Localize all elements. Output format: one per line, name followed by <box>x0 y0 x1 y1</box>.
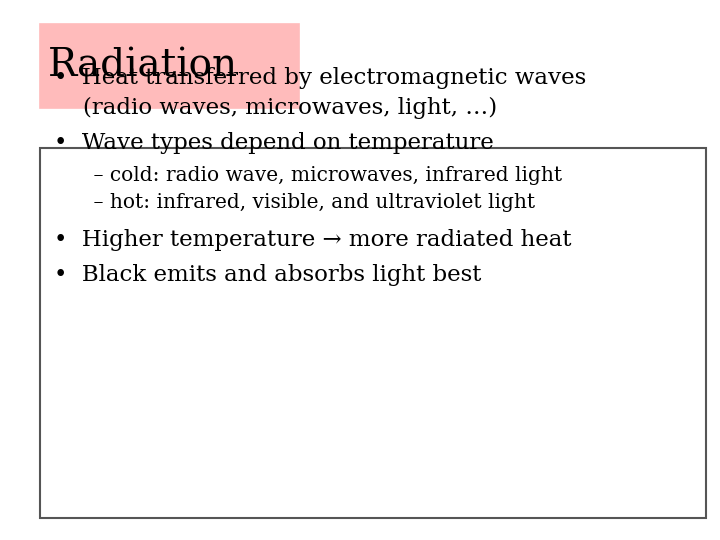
Text: Radiation: Radiation <box>48 48 238 85</box>
Text: (radio waves, microwaves, light, …): (radio waves, microwaves, light, …) <box>54 97 497 119</box>
FancyBboxPatch shape <box>40 148 706 518</box>
Text: – hot: infrared, visible, and ultraviolet light: – hot: infrared, visible, and ultraviole… <box>68 193 536 212</box>
Text: •  Black emits and absorbs light best: • Black emits and absorbs light best <box>54 265 482 286</box>
Text: – cold: radio wave, microwaves, infrared light: – cold: radio wave, microwaves, infrared… <box>68 166 562 185</box>
Text: •  Higher temperature → more radiated heat: • Higher temperature → more radiated hea… <box>54 230 572 251</box>
Text: •  Heat transferred by electromagnetic waves: • Heat transferred by electromagnetic wa… <box>54 68 586 89</box>
FancyBboxPatch shape <box>40 24 299 108</box>
Text: •  Wave types depend on temperature: • Wave types depend on temperature <box>54 132 494 154</box>
